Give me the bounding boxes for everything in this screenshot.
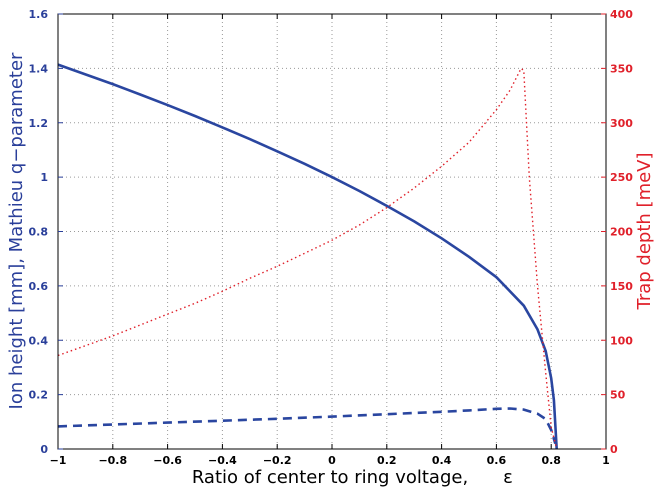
y-left-tick-label: 1.6 (29, 8, 49, 21)
y-left-tick-label: 0 (40, 443, 48, 456)
y-right-tick-label: 250 (610, 171, 633, 184)
x-axis-symbol: ε (503, 467, 513, 488)
x-tick-label: −0.6 (153, 454, 182, 467)
x-tick-label: −0.2 (263, 454, 292, 467)
y-left-tick-label: 0.4 (29, 334, 49, 347)
x-tick-label: −1 (50, 454, 67, 467)
y-left-tick-label: 0.8 (29, 226, 49, 239)
series-line-solid (57, 63, 558, 450)
y-left-tick-label: 1 (40, 171, 48, 184)
y-right-tick-label: 200 (610, 226, 633, 239)
y-left-tick-label: 0.6 (29, 280, 49, 293)
x-tick-label: 0.8 (541, 454, 561, 467)
y-right-tick-label: 100 (610, 334, 633, 347)
x-tick-label: 0.6 (487, 454, 507, 467)
series-group (57, 63, 558, 450)
y-right-tick-label: 400 (610, 8, 633, 21)
y-right-tick-label: 350 (610, 62, 633, 75)
series-line-dashed (57, 407, 557, 444)
x-axis-label: Ratio of center to ring voltage, (192, 467, 468, 488)
x-tick-label: −0.4 (208, 454, 237, 467)
y-left-tick-label: 0.2 (29, 389, 49, 402)
grid (58, 14, 606, 449)
y-axis-left-label: Ion height [mm], Mathieu q−parameter (6, 52, 27, 409)
y-left-tick-label: 1.4 (29, 62, 49, 75)
tick-group: −1 −0.8 −0.6 −0.4 −0.2 0 0.2 0.4 0.6 0.8 100.20.40… (29, 8, 634, 467)
x-tick-label: 0.2 (377, 454, 397, 467)
y-right-tick-label: 150 (610, 280, 633, 293)
x-tick-label: −0.8 (98, 454, 127, 467)
y-left-tick-label: 1.2 (29, 117, 49, 130)
y-axis-right-label: Trap depth [meV] (634, 152, 655, 310)
x-tick-label: 0 (328, 454, 336, 467)
series-line-dotted (57, 67, 558, 450)
x-tick-label: 1 (602, 454, 610, 467)
x-tick-label: 0.4 (432, 454, 452, 467)
y-right-tick-label: 0 (610, 443, 618, 456)
y-right-tick-label: 300 (610, 117, 633, 130)
y-right-tick-label: 50 (610, 389, 626, 402)
